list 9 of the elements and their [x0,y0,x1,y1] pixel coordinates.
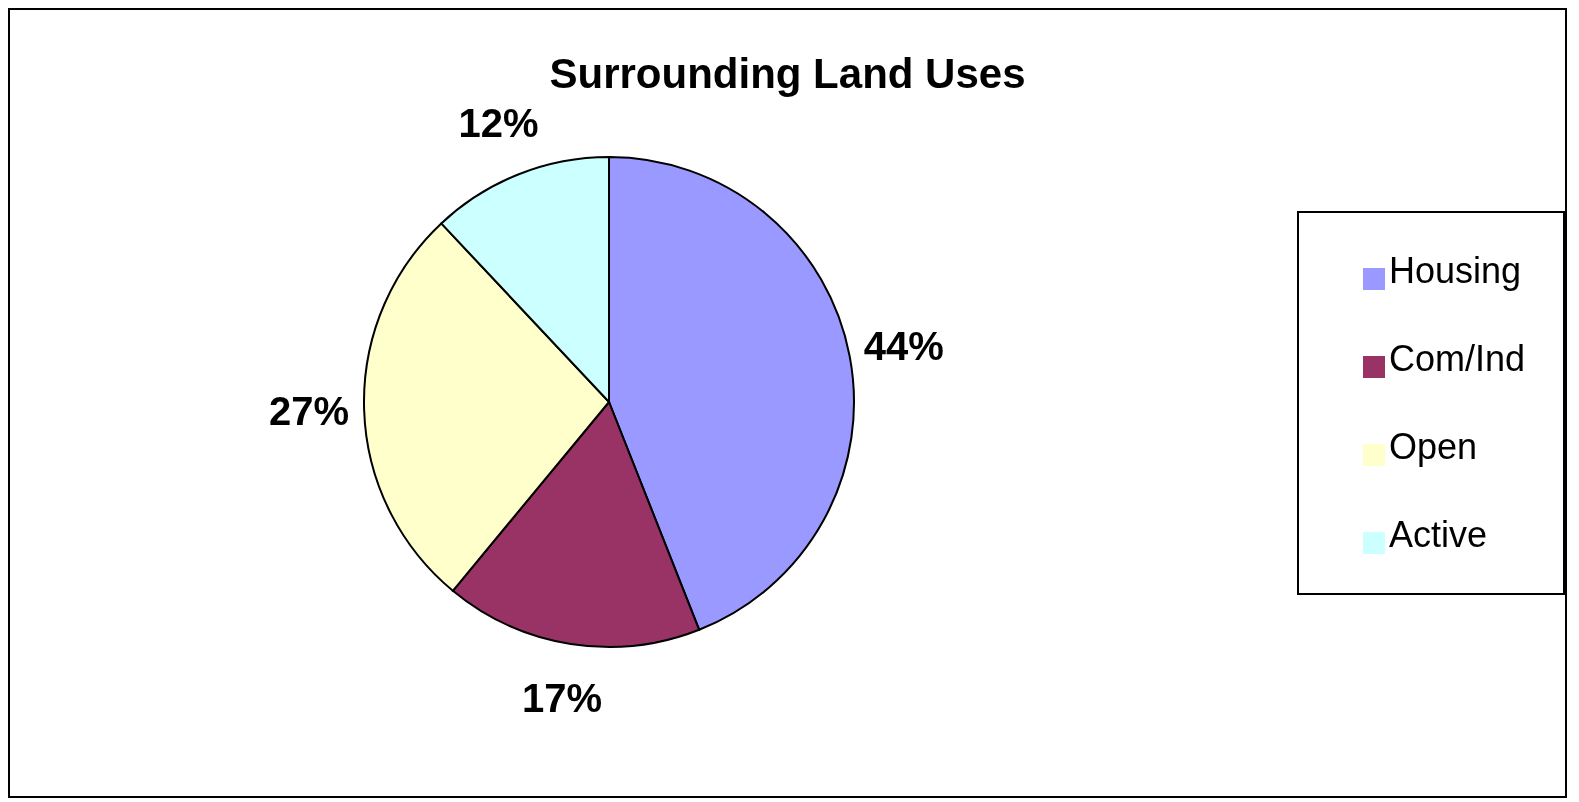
legend-label: Housing [1388,250,1522,291]
data-label: 44% [863,323,944,368]
data-label: 27% [269,389,350,434]
legend-label: Com/Ind [1388,338,1525,379]
data-label: 17% [522,676,603,721]
legend-label: Active [1388,514,1487,555]
data-label: 12% [458,101,539,146]
legend-label: Open [1388,426,1478,467]
chart-title: Surrounding Land Uses [548,50,1027,98]
